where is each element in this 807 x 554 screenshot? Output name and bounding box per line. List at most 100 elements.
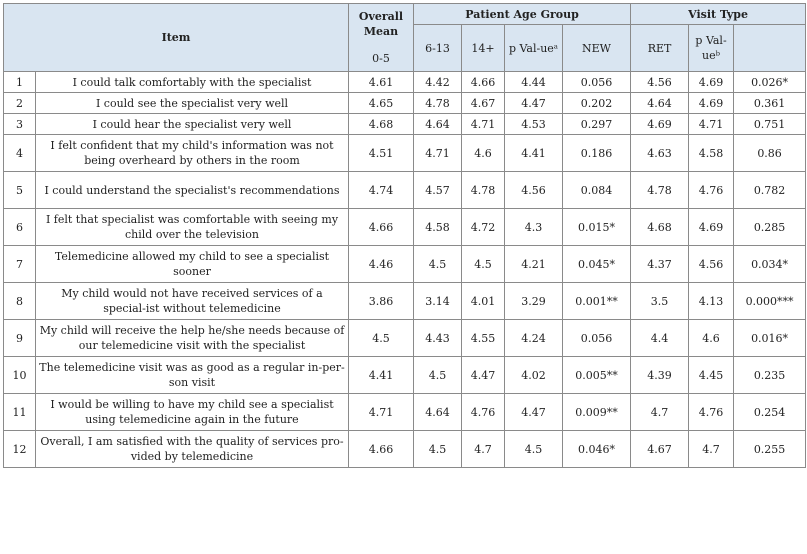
p-value-b-cell: 4.13: [688, 282, 735, 320]
row-number: 8: [3, 282, 36, 320]
age-14-plus-cell: 4.7: [461, 430, 505, 468]
new-cell: 0.297: [561, 113, 632, 135]
age-14-plus-cell: 4.6: [461, 134, 505, 172]
p-value-a-cell: 4.53: [504, 113, 563, 135]
table-row: 1 I could talk comfortably with the spec…: [3, 71, 807, 93]
row-number: 9: [3, 319, 36, 357]
blank-header: [733, 24, 807, 72]
overall-mean-cell: 4.46: [348, 245, 414, 283]
p-value-b-cell: 4.71: [688, 113, 735, 135]
visit-type-header: Visit Type: [630, 3, 807, 25]
row-number: 2: [3, 92, 36, 114]
overall-mean-cell: 4.74: [348, 171, 414, 209]
age-6-13-cell: 4.43: [413, 319, 462, 357]
overall-mean-cell: 4.68: [348, 113, 414, 135]
item-text: My child will receive the help he/she ne…: [35, 319, 349, 357]
ret-cell: 4.64: [630, 92, 690, 114]
table-row: 12 Overall, I am satisfied with the qual…: [3, 430, 807, 468]
last-value-cell: 0.034*: [733, 245, 807, 283]
row-number: 7: [3, 245, 36, 283]
overall-mean-cell: 3.86: [348, 282, 414, 320]
p-value-a-cell: 4.3: [504, 208, 563, 246]
age-14-plus-cell: 4.78: [461, 171, 505, 209]
item-text: I could see the specialist very well: [35, 92, 349, 114]
table-row: 10 The telemedicine visit was as good as…: [3, 356, 807, 394]
item-text: I could hear the specialist very well: [35, 113, 349, 135]
age-6-13-cell: 4.5: [413, 245, 462, 283]
age-14-plus-cell: 4.01: [461, 282, 505, 320]
ret-cell: 4.56: [630, 71, 690, 93]
age-14-plus-cell: 4.71: [461, 113, 505, 135]
new-cell: 0.005**: [561, 356, 632, 394]
age-6-13-cell: 4.71: [413, 134, 462, 172]
ret-header: RET: [630, 24, 690, 72]
last-value-cell: 0.361: [733, 92, 807, 114]
age-14-plus-cell: 4.55: [461, 319, 505, 357]
age-6-13-cell: 4.64: [413, 393, 462, 431]
new-cell: 0.001**: [561, 282, 632, 320]
last-value-cell: 0.254: [733, 393, 807, 431]
p-value-a-cell: 4.5: [504, 430, 563, 468]
overall-mean-header: Overall Mean 0-5: [348, 3, 414, 72]
item-text: I would be willing to have my child see …: [35, 393, 349, 431]
ret-cell: 4.67: [630, 430, 690, 468]
table-row: 5 I could understand the specialist's re…: [3, 171, 807, 209]
p-value-b-cell: 4.76: [688, 393, 735, 431]
new-cell: 0.056: [561, 71, 632, 93]
row-number: 3: [3, 113, 36, 135]
age-6-13-header: 6-13: [413, 24, 462, 72]
last-value-cell: 0.751: [733, 113, 807, 135]
p-value-b-cell: 4.58: [688, 134, 735, 172]
overall-mean-cell: 4.71: [348, 393, 414, 431]
row-number: 4: [3, 134, 36, 172]
ret-cell: 4.37: [630, 245, 690, 283]
item-column-header: Item: [3, 3, 349, 72]
last-value-cell: 0.016*: [733, 319, 807, 357]
row-number: 12: [3, 430, 36, 468]
age-14-plus-cell: 4.67: [461, 92, 505, 114]
age-6-13-cell: 4.78: [413, 92, 462, 114]
new-cell: 0.202: [561, 92, 632, 114]
item-text: Telemedicine allowed my child to see a s…: [35, 245, 349, 283]
age-6-13-cell: 4.5: [413, 356, 462, 394]
table-body: 1 I could talk comfortably with the spec…: [3, 71, 807, 468]
item-text: Overall, I am satisfied with the quality…: [35, 430, 349, 468]
last-value-cell: 0.285: [733, 208, 807, 246]
p-value-a-header: p Val-ueᵃ: [504, 24, 563, 72]
ret-cell: 4.4: [630, 319, 690, 357]
ret-cell: 4.63: [630, 134, 690, 172]
table-row: 11 I would be willing to have my child s…: [3, 393, 807, 431]
table-header: Item Overall Mean 0-5 Patient Age Group …: [3, 3, 807, 72]
last-value-cell: 0.000***: [733, 282, 807, 320]
new-cell: 0.046*: [561, 430, 632, 468]
table-row: 9 My child will receive the help he/she …: [3, 319, 807, 357]
p-value-a-cell: 4.41: [504, 134, 563, 172]
age-14-plus-cell: 4.5: [461, 245, 505, 283]
ret-cell: 3.5: [630, 282, 690, 320]
overall-mean-cell: 4.66: [348, 430, 414, 468]
table-row: 2 I could see the specialist very well 4…: [3, 92, 807, 114]
ret-cell: 4.39: [630, 356, 690, 394]
new-cell: 0.186: [561, 134, 632, 172]
new-cell: 0.084: [561, 171, 632, 209]
new-cell: 0.045*: [561, 245, 632, 283]
row-number: 10: [3, 356, 36, 394]
survey-results-table: Item Overall Mean 0-5 Patient Age Group …: [3, 3, 807, 468]
age-14-plus-cell: 4.72: [461, 208, 505, 246]
row-number: 11: [3, 393, 36, 431]
overall-mean-cell: 4.65: [348, 92, 414, 114]
overall-mean-cell: 4.5: [348, 319, 414, 357]
p-value-b-cell: 4.56: [688, 245, 735, 283]
age-6-13-cell: 4.64: [413, 113, 462, 135]
last-value-cell: 0.86: [733, 134, 807, 172]
table-row: 3 I could hear the specialist very well …: [3, 113, 807, 135]
p-value-a-cell: 3.29: [504, 282, 563, 320]
overall-mean-cell: 4.41: [348, 356, 414, 394]
new-header: NEW: [561, 24, 632, 72]
p-value-a-cell: 4.47: [504, 92, 563, 114]
item-text: The telemedicine visit was as good as a …: [35, 356, 349, 394]
age-14-plus-cell: 4.66: [461, 71, 505, 93]
table-row: 8 My child would not have received servi…: [3, 282, 807, 320]
age-14-plus-header: 14+: [461, 24, 505, 72]
p-value-a-cell: 4.44: [504, 71, 563, 93]
